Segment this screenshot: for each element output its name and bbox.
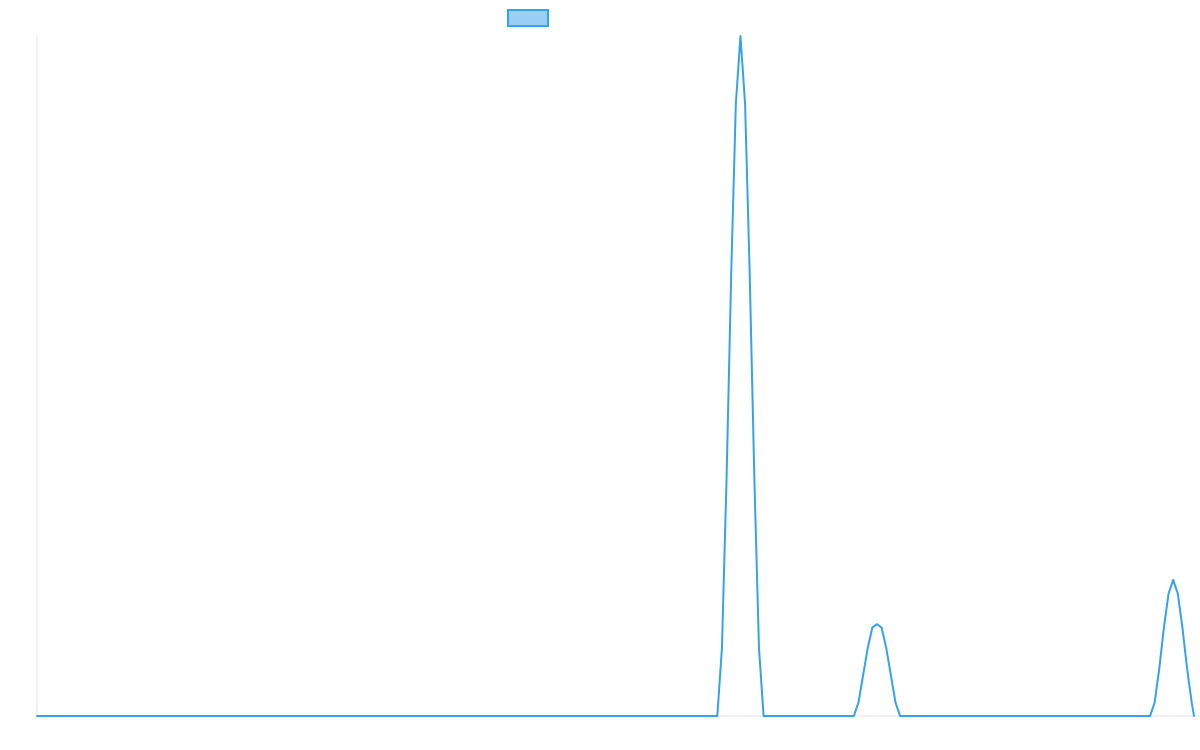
legend[interactable] bbox=[507, 9, 549, 27]
series-layer bbox=[36, 35, 1195, 717]
axes bbox=[36, 36, 1200, 717]
series-line-0 bbox=[36, 35, 1195, 717]
legend-swatch[interactable] bbox=[507, 9, 549, 27]
